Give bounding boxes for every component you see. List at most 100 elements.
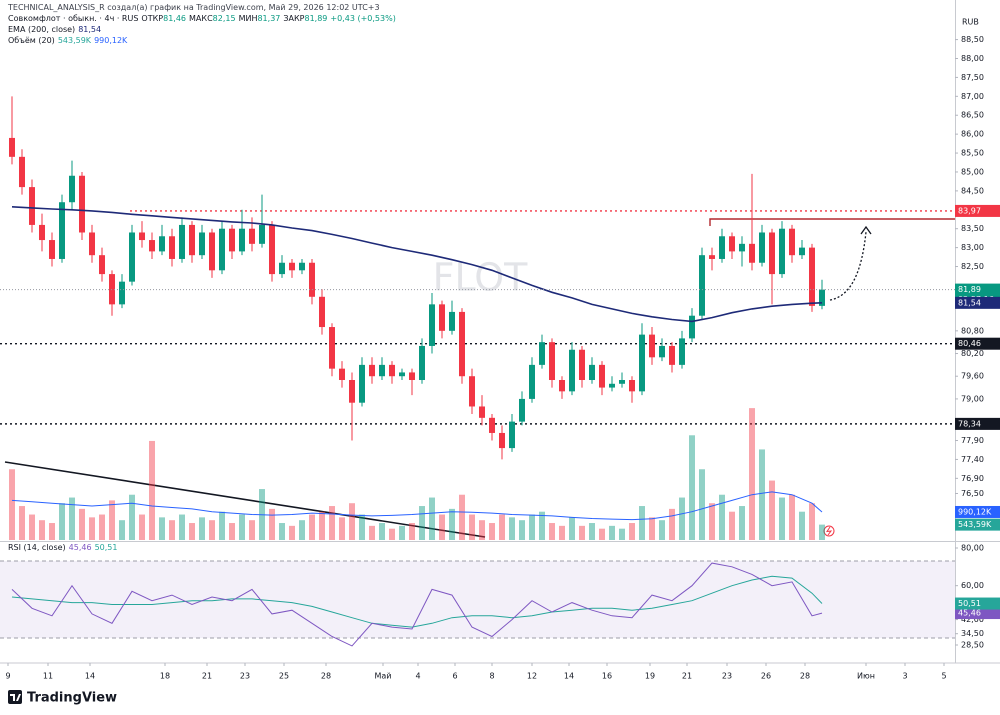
candle-body — [79, 175, 85, 233]
candle-body — [269, 224, 275, 275]
candle-body — [579, 349, 585, 381]
ohlc-name: ЗАКР — [283, 14, 305, 23]
legend: TECHNICAL_ANALYSIS_R создал(а) график на… — [8, 2, 399, 46]
candle-body — [429, 304, 435, 346]
price-tag — [955, 518, 1000, 531]
candle-body — [699, 255, 705, 316]
candle-body — [29, 187, 35, 225]
volume-line: Объём (20) 543,59K 990,12K — [8, 35, 399, 46]
candle-body — [739, 243, 745, 252]
candle-body — [509, 421, 515, 449]
candle-body — [309, 262, 315, 297]
volume-bar — [489, 523, 495, 540]
x-tick-label: 18 — [160, 672, 170, 681]
volume-bar — [609, 525, 615, 540]
candle-body — [339, 368, 345, 381]
volume-bar — [149, 440, 155, 540]
volume-bar — [359, 514, 365, 540]
candle-body — [719, 236, 725, 259]
volume-bar — [479, 520, 485, 540]
y-tick-label: 88,00 — [961, 54, 984, 63]
x-tick-label: 12 — [527, 672, 537, 681]
ohlc-value: 81,89 — [304, 14, 328, 23]
volume-bar — [519, 520, 525, 540]
volume-ma-value: 990,12K — [94, 36, 128, 45]
currency: RUB — [962, 18, 979, 27]
volume-bar — [159, 517, 165, 540]
forecast-arrow — [829, 231, 867, 301]
candle-body — [129, 232, 135, 282]
x-tick-label: 23 — [722, 672, 732, 681]
trendline — [4, 461, 486, 538]
candle-body — [809, 247, 815, 306]
candle-body — [539, 342, 545, 365]
ohlc-name: МАКС — [189, 14, 213, 23]
candle-body — [259, 224, 265, 244]
x-tick-label: 11 — [43, 672, 53, 681]
volume-bar — [29, 514, 35, 540]
x-tick-label: 14 — [85, 672, 95, 681]
y-tick-label: 88,50 — [961, 35, 984, 44]
candle-body — [169, 236, 175, 259]
candle-body — [779, 228, 785, 275]
candle-body — [329, 327, 335, 369]
volume-bar — [739, 506, 745, 540]
candle-body — [459, 311, 465, 377]
volume-bar — [349, 503, 355, 540]
y-tick-label: 76,50 — [961, 489, 984, 498]
x-tick-label: 19 — [645, 672, 655, 681]
volume-bar — [719, 494, 725, 540]
rsi-y-tick-label: 60,00 — [961, 581, 984, 590]
volume-bar — [339, 517, 345, 540]
volume-bar — [769, 480, 775, 540]
ohlc-value: 81,46 — [163, 14, 187, 23]
candle-body — [489, 417, 495, 433]
volume-bar — [589, 523, 595, 540]
rsi-line — [11, 575, 823, 628]
volume-bar — [419, 506, 425, 540]
candle-body — [209, 232, 215, 271]
candle-body — [39, 224, 45, 241]
volume-bar — [199, 517, 205, 540]
price-tag-label: 80,46 — [958, 339, 981, 348]
candle-body — [559, 380, 565, 392]
volume-value: 543,59K — [57, 36, 92, 45]
candle-body — [639, 334, 645, 392]
volume-bar — [269, 508, 275, 540]
volume-bar — [329, 506, 335, 540]
candle-body — [9, 137, 15, 157]
volume-bar — [249, 520, 255, 540]
x-tick-label: 6 — [452, 672, 457, 681]
y-tick-label: 86,00 — [961, 130, 984, 139]
candle-body — [659, 345, 665, 358]
volume-bar — [379, 523, 385, 540]
volume-bar — [679, 497, 685, 540]
volume-bar — [389, 528, 395, 540]
y-tick-label: 87,00 — [961, 92, 984, 101]
candle-body — [149, 240, 155, 252]
y-tick-label: 85,50 — [961, 149, 984, 158]
rsi-y-tick-label: 34,50 — [961, 629, 984, 638]
candle-body — [619, 380, 625, 384]
x-tick-label: 4 — [415, 672, 420, 681]
volume-bar — [759, 449, 765, 540]
x-tick-label: 25 — [279, 672, 289, 681]
candle-body — [369, 364, 375, 377]
candle-body — [49, 240, 55, 259]
candle-body — [599, 364, 605, 388]
y-tick-label: 79,00 — [961, 394, 984, 403]
candle-body — [479, 406, 485, 418]
volume-bar — [549, 523, 555, 540]
volume-bar — [599, 528, 605, 540]
y-tick-label: 84,50 — [961, 186, 984, 195]
volume-bar — [729, 511, 735, 540]
candle-body — [19, 156, 25, 188]
candle-body — [319, 296, 325, 328]
volume-bar — [299, 520, 305, 540]
candle-body — [409, 372, 415, 381]
author-line: TECHNICAL_ANALYSIS_R создал(а) график на… — [8, 3, 380, 12]
volume-bar — [179, 514, 185, 540]
candle-body — [709, 255, 715, 259]
